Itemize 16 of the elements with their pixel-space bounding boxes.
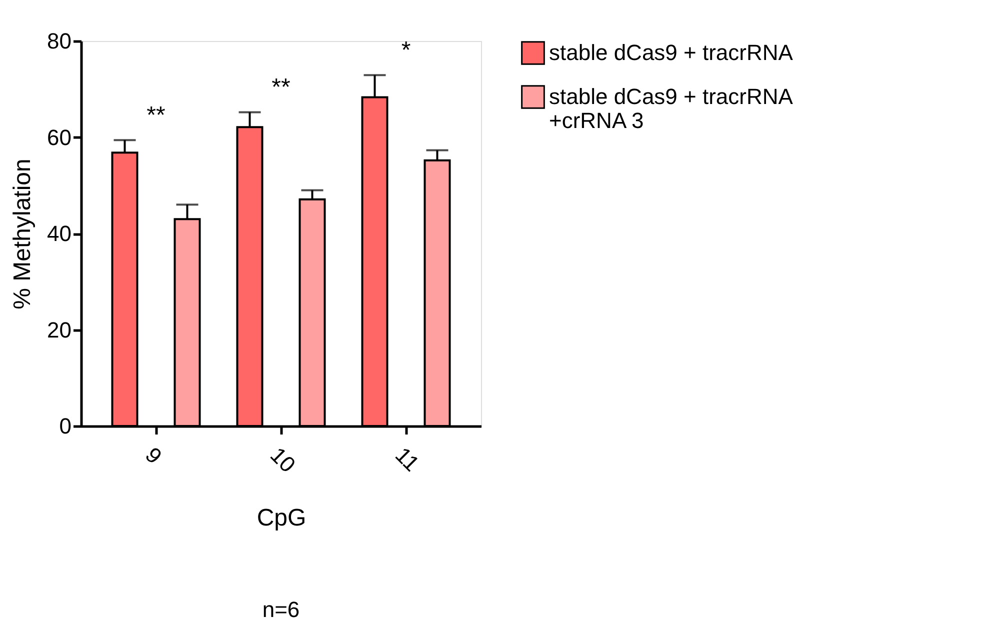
x-tick-label: 11 [390, 442, 424, 476]
y-axis-title: % Methylation [9, 158, 36, 310]
annotation: * [401, 37, 411, 64]
annotation: ** [272, 74, 290, 102]
text: n=6 [262, 597, 300, 622]
x-axis-title: CpG [256, 504, 306, 532]
x-tick-label: 9 [140, 442, 167, 469]
y-tick-label: 40 [47, 221, 72, 246]
legend-label: stable dCas9 + tracrRNA [549, 40, 794, 65]
x-tick-label: 10 [265, 442, 300, 478]
annotation: ** [146, 102, 166, 130]
y-tick-label: 0 [59, 414, 72, 438]
y-tick-label: 60 [47, 124, 72, 150]
y-tick-label: 20 [47, 317, 72, 342]
legend-label: stable dCas9 + tracrRNA +crRNA 3 [549, 84, 794, 133]
y-tick-label: 80 [47, 28, 72, 54]
